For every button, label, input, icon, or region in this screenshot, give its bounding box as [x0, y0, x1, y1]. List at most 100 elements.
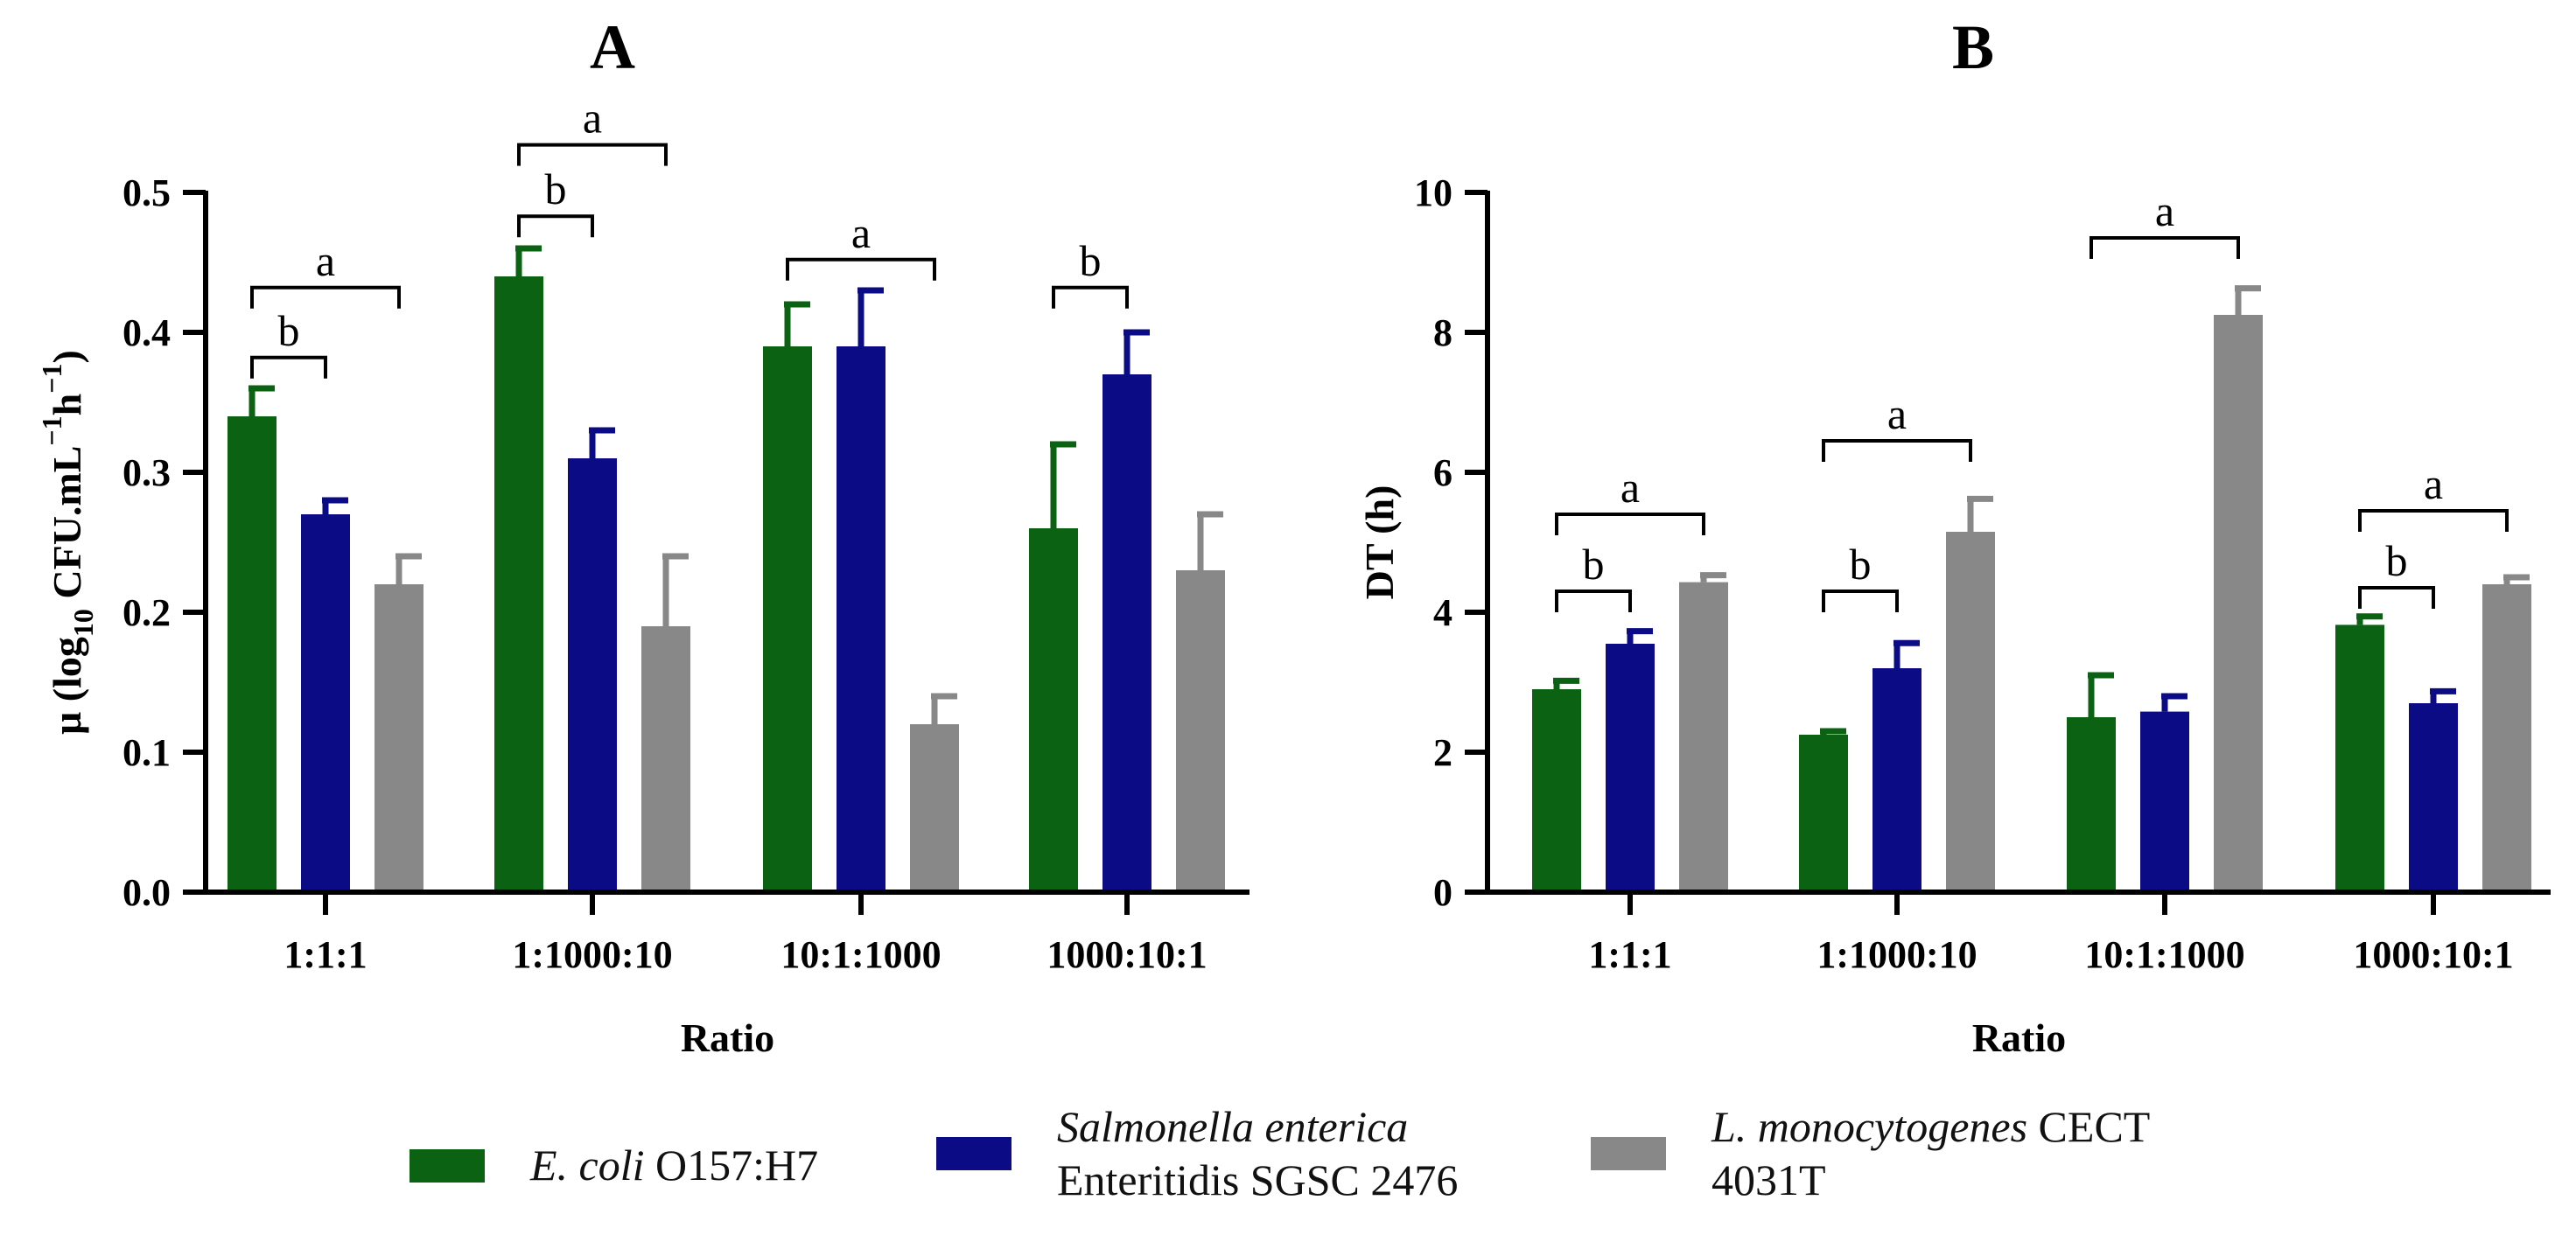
- bar-b-salmonella-2: [2140, 711, 2189, 892]
- y-tick-label-a-3: 0.3: [122, 451, 171, 494]
- bracket-b-1: [1555, 590, 1632, 612]
- bracket-a-2: [517, 143, 668, 166]
- legend-item-listeria: L. monocytogenes CECT 4031T: [1591, 1100, 2150, 1207]
- error-bar-a-salmonella-0: [322, 497, 348, 514]
- legend-label-salmonella: Salmonella enterica Enteritidis SGSC 247…: [1057, 1100, 1458, 1207]
- bracket-b-0: [1555, 513, 1705, 535]
- bracket-label-b-0: a: [1620, 463, 1640, 512]
- error-bar-a-listeria-1: [662, 553, 689, 626]
- bar-a-salmonella-1: [568, 458, 617, 892]
- panel-a-title: A: [590, 12, 635, 82]
- legend-salmonella-line2: Enteritidis SGSC 2476: [1057, 1155, 1459, 1204]
- y-axis-label-part-2: CFU.mL: [45, 446, 89, 610]
- y-tick-label-a-4: 0.4: [122, 311, 171, 354]
- bar-a-salmonella-0: [301, 514, 350, 892]
- error-bar-b-ecoli-1: [1820, 728, 1846, 735]
- y-tick-label-a-0: 0.0: [122, 871, 171, 914]
- y-axis-label-part-0: μ (log: [45, 637, 89, 735]
- x-tick-label-a-3: 1000:10:1: [1046, 933, 1207, 976]
- y-tick-label-a-5: 0.5: [122, 171, 171, 214]
- bracket-a-0: [250, 285, 401, 309]
- bar-a-ecoli-0: [228, 416, 276, 892]
- bar-b-ecoli-3: [2335, 624, 2384, 892]
- bar-a-listeria-1: [641, 626, 690, 892]
- error-bar-b-ecoli-3: [2356, 613, 2383, 625]
- x-tick-label-a-2: 10:1:1000: [780, 933, 941, 976]
- bracket-b-4: [2090, 236, 2240, 259]
- figure-canvas: A 0.0 0.1 0.2 0.3 0.4 0.5 1:1:1 1:1000:10 10:1:10…: [36, 12, 2551, 1060]
- bar-a-listeria-2: [910, 724, 959, 892]
- error-bar-b-salmonella-1: [1894, 639, 1920, 668]
- bracket-label-b-2: a: [1887, 389, 1907, 438]
- y-axis-label-part-1: 10: [67, 609, 99, 637]
- bar-a-ecoli-2: [763, 346, 812, 892]
- bar-b-ecoli-0: [1532, 689, 1581, 892]
- legend-item-salmonella: Salmonella enterica Enteritidis SGSC 247…: [936, 1100, 1458, 1207]
- error-bar-b-ecoli-2: [2088, 672, 2114, 717]
- y-tick-label-b-0: 0: [1433, 871, 1452, 914]
- error-bar-a-ecoli-1: [515, 245, 542, 276]
- bracket-label-b-5: a: [2424, 459, 2443, 508]
- error-bar-a-listeria-0: [396, 553, 422, 584]
- x-tick-label-a-0: 1:1:1: [284, 933, 367, 976]
- y-tick-label-b-3: 6: [1433, 451, 1452, 494]
- error-bar-a-ecoli-0: [248, 385, 275, 416]
- legend-swatch-salmonella: [936, 1137, 1012, 1170]
- bar-b-ecoli-2: [2067, 717, 2116, 892]
- legend-swatch-listeria: [1591, 1137, 1666, 1170]
- bracket-a-1: [250, 355, 327, 379]
- y-axis-label-b: DT (h): [1357, 485, 1402, 600]
- legend-ecoli-italic: E. coli: [530, 1141, 645, 1190]
- error-bar-b-listeria-2: [2235, 285, 2261, 315]
- y-tick-label-b-4: 8: [1433, 311, 1452, 354]
- bracket-label-b-1: b: [1583, 540, 1605, 589]
- y-tick-label-b-1: 2: [1433, 731, 1452, 774]
- legend-salmonella-line1: Salmonella enterica: [1057, 1102, 1409, 1151]
- bar-a-listeria-3: [1176, 570, 1225, 892]
- bracket-b-5: [2358, 509, 2509, 532]
- error-bar-a-salmonella-3: [1124, 329, 1150, 374]
- bracket-label-a-4: a: [851, 208, 871, 257]
- y-axis-label-part-4: h: [45, 394, 89, 416]
- legend: E. coli O157:H7 Salmonella enterica Ente…: [0, 1085, 2576, 1242]
- legend-label-listeria: L. monocytogenes CECT 4031T: [1712, 1100, 2150, 1207]
- error-bar-b-listeria-0: [1700, 572, 1726, 583]
- bracket-label-b-4: a: [2155, 186, 2174, 235]
- legend-listeria-rest: CECT: [2027, 1102, 2151, 1151]
- y-axis-label-part-3: −1: [36, 415, 67, 445]
- error-bar-a-ecoli-2: [784, 301, 810, 346]
- bar-b-listeria-2: [2214, 315, 2263, 892]
- panel-b: B 0 2 4 6 8 10 1:1:1 1:1000:10 10:1:1000 1000:10:1…: [1357, 12, 2551, 1060]
- error-bar-b-ecoli-0: [1553, 677, 1579, 689]
- error-bar-a-salmonella-1: [589, 427, 615, 458]
- bar-b-ecoli-1: [1799, 735, 1848, 892]
- error-bar-a-salmonella-2: [858, 287, 884, 346]
- x-tick-label-b-3: 1000:10:1: [2353, 933, 2513, 976]
- y-tick-label-b-2: 4: [1433, 591, 1452, 634]
- y-tick-label-a-1: 0.1: [122, 731, 171, 774]
- x-tick-label-b-2: 10:1:1000: [2084, 933, 2244, 976]
- legend-label-ecoli: E. coli O157:H7: [530, 1139, 818, 1192]
- error-bar-b-listeria-3: [2503, 574, 2530, 584]
- error-bar-b-salmonella-3: [2430, 687, 2456, 703]
- bracket-label-b-6: b: [2386, 536, 2408, 585]
- bar-b-salmonella-1: [1872, 668, 1922, 892]
- x-tick-label-b-0: 1:1:1: [1588, 933, 1671, 976]
- bar-b-salmonella-0: [1606, 644, 1655, 892]
- bar-b-listeria-3: [2482, 584, 2531, 892]
- x-axis-label-b: Ratio: [1972, 1015, 2066, 1060]
- y-axis-label-part-6: ): [45, 350, 89, 363]
- x-tick-label-b-1: 1:1000:10: [1816, 933, 1977, 976]
- error-bar-a-ecoli-3: [1050, 441, 1076, 528]
- y-axis-label-part-5: −1: [36, 364, 67, 394]
- y-tick-label-b-5: 10: [1414, 171, 1452, 214]
- bracket-label-a-0: a: [316, 236, 335, 285]
- error-bar-a-listeria-3: [1197, 511, 1223, 570]
- bar-a-salmonella-2: [836, 346, 886, 892]
- panel-a: A 0.0 0.1 0.2 0.3 0.4 0.5 1:1:1 1:1000:10 10:1:10…: [36, 12, 1250, 1060]
- error-bar-b-listeria-1: [1967, 495, 1993, 532]
- bracket-b-3: [1822, 590, 1899, 612]
- bar-a-ecoli-3: [1029, 528, 1078, 892]
- bar-b-listeria-0: [1679, 582, 1728, 892]
- legend-listeria-line2: 4031T: [1712, 1155, 1826, 1204]
